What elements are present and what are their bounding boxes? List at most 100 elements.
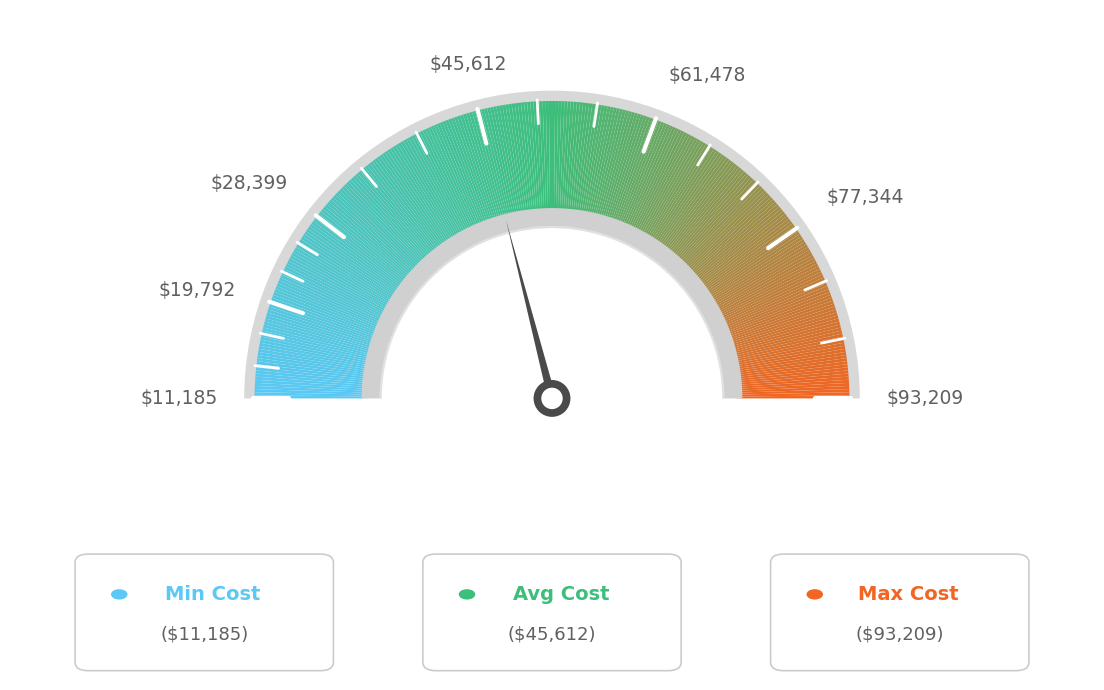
Wedge shape — [660, 158, 730, 250]
Wedge shape — [736, 389, 849, 395]
Wedge shape — [406, 138, 464, 238]
Wedge shape — [714, 258, 816, 313]
Wedge shape — [264, 322, 374, 353]
Wedge shape — [368, 164, 439, 254]
Wedge shape — [643, 139, 701, 239]
Wedge shape — [545, 101, 550, 214]
Wedge shape — [258, 346, 371, 368]
Wedge shape — [703, 228, 798, 295]
Wedge shape — [667, 166, 740, 255]
Wedge shape — [262, 331, 372, 358]
Wedge shape — [659, 156, 726, 249]
Wedge shape — [308, 226, 402, 293]
Wedge shape — [370, 161, 440, 253]
Wedge shape — [735, 373, 849, 385]
Wedge shape — [733, 339, 845, 364]
Wedge shape — [718, 266, 820, 318]
Wedge shape — [276, 286, 381, 331]
Wedge shape — [261, 333, 372, 360]
Wedge shape — [731, 328, 841, 356]
Wedge shape — [417, 132, 470, 234]
Wedge shape — [329, 199, 415, 277]
Wedge shape — [342, 186, 423, 268]
Wedge shape — [263, 328, 373, 356]
Wedge shape — [696, 211, 785, 284]
Wedge shape — [735, 364, 848, 379]
Wedge shape — [344, 184, 424, 266]
Wedge shape — [552, 101, 555, 214]
Wedge shape — [291, 253, 391, 310]
Wedge shape — [390, 147, 454, 244]
Wedge shape — [256, 364, 369, 379]
Wedge shape — [255, 392, 368, 397]
Wedge shape — [731, 324, 841, 355]
Wedge shape — [734, 352, 847, 371]
Wedge shape — [616, 119, 659, 226]
Wedge shape — [573, 103, 590, 215]
Wedge shape — [693, 206, 782, 281]
Text: ($11,185): ($11,185) — [160, 625, 248, 643]
Wedge shape — [645, 141, 703, 239]
Wedge shape — [736, 380, 849, 388]
Wedge shape — [420, 130, 471, 233]
Wedge shape — [349, 179, 427, 264]
Wedge shape — [340, 188, 422, 269]
Wedge shape — [395, 144, 456, 242]
Wedge shape — [604, 112, 638, 222]
Wedge shape — [691, 204, 779, 279]
Wedge shape — [347, 181, 426, 266]
Wedge shape — [588, 107, 614, 218]
Wedge shape — [268, 306, 376, 343]
Wedge shape — [705, 234, 802, 298]
Wedge shape — [333, 195, 417, 274]
Wedge shape — [244, 90, 860, 398]
Wedge shape — [676, 177, 753, 263]
Wedge shape — [540, 101, 546, 214]
Wedge shape — [490, 107, 516, 218]
Wedge shape — [694, 209, 783, 282]
Wedge shape — [385, 150, 450, 246]
Wedge shape — [718, 269, 821, 320]
Wedge shape — [306, 228, 401, 295]
Wedge shape — [669, 169, 744, 257]
Wedge shape — [726, 301, 834, 339]
Wedge shape — [732, 337, 843, 362]
Wedge shape — [681, 186, 762, 268]
Wedge shape — [511, 104, 529, 216]
Wedge shape — [256, 367, 369, 381]
Wedge shape — [502, 105, 523, 217]
Wedge shape — [322, 206, 411, 281]
Wedge shape — [267, 310, 376, 345]
Wedge shape — [296, 244, 394, 304]
Wedge shape — [733, 343, 845, 366]
Wedge shape — [317, 214, 407, 286]
Wedge shape — [493, 106, 518, 217]
Wedge shape — [648, 144, 709, 242]
Wedge shape — [355, 173, 432, 260]
Wedge shape — [715, 261, 817, 315]
Wedge shape — [278, 280, 383, 327]
Wedge shape — [683, 190, 766, 270]
Wedge shape — [439, 122, 485, 228]
Text: $28,399: $28,399 — [210, 175, 287, 193]
Wedge shape — [543, 101, 549, 214]
Wedge shape — [730, 322, 840, 353]
Wedge shape — [280, 275, 384, 324]
Wedge shape — [736, 392, 849, 397]
Wedge shape — [259, 343, 371, 366]
Wedge shape — [272, 297, 379, 338]
Wedge shape — [499, 105, 521, 217]
Wedge shape — [721, 280, 826, 327]
Wedge shape — [287, 261, 389, 315]
Wedge shape — [560, 101, 567, 215]
Wedge shape — [269, 304, 378, 342]
Wedge shape — [563, 101, 574, 215]
Text: Avg Cost: Avg Cost — [512, 585, 609, 604]
Wedge shape — [463, 114, 499, 222]
Wedge shape — [687, 195, 771, 274]
Wedge shape — [713, 255, 814, 311]
Wedge shape — [290, 255, 391, 311]
Wedge shape — [599, 111, 631, 221]
Wedge shape — [351, 177, 428, 263]
Wedge shape — [688, 197, 773, 275]
